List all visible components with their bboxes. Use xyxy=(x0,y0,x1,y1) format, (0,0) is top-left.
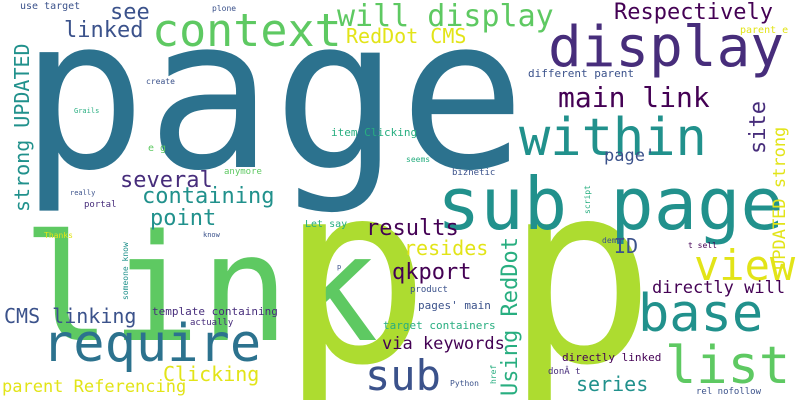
word-different-parent: different parent xyxy=(528,67,634,80)
word-cms-linking: CMS linking xyxy=(4,304,137,328)
word-using-reddot: Using RedDot xyxy=(498,237,523,396)
word-use-target: use target xyxy=(20,1,81,12)
word-within: within xyxy=(519,108,707,168)
word-context: context xyxy=(152,4,342,57)
word-directly-linked: directly linked xyxy=(562,351,662,364)
word-really: really xyxy=(70,189,96,197)
word-main-link: main link xyxy=(558,81,710,114)
word-p-small: p xyxy=(337,263,342,271)
word-series: series xyxy=(576,372,649,396)
word-python: Python xyxy=(450,379,479,388)
word-site: site xyxy=(746,101,771,154)
word-actually: actually xyxy=(190,318,234,328)
word-require: require xyxy=(42,314,262,374)
word-results: results xyxy=(366,216,459,241)
word-page: page xyxy=(20,0,526,217)
word-respectively: Respectively xyxy=(614,0,773,25)
word-create: create xyxy=(146,77,175,86)
word-let-say: Let say xyxy=(305,219,348,230)
word-target-containers: target containers xyxy=(383,319,496,332)
word-p-1: p xyxy=(280,129,431,400)
word-someone-know: someone know xyxy=(121,242,130,300)
word-list: list xyxy=(665,336,791,396)
word-resides: resides xyxy=(404,236,489,260)
word-id: ID xyxy=(614,234,639,258)
word-parent-e: parent e xyxy=(740,25,789,36)
word-seems: seems xyxy=(406,155,431,164)
word-grails: Grails xyxy=(74,107,100,115)
word-script: script xyxy=(583,185,592,214)
word-t-sell: t sell xyxy=(688,241,717,250)
word-rel-nofollow: rel nofollow xyxy=(696,387,762,397)
word-plone: plone xyxy=(212,4,237,13)
word-page-quote: page' xyxy=(604,146,656,166)
word-via-keywords: via keywords xyxy=(382,334,505,354)
word-clicking: Clicking xyxy=(163,362,260,386)
word-product: product xyxy=(410,285,448,295)
word-qkport: qkport xyxy=(392,260,472,285)
word-updated-strong: UPDATED strong xyxy=(770,126,790,270)
word-parent-referencing: parent Referencing xyxy=(2,377,187,397)
word-display: display xyxy=(548,15,785,80)
word-linked: linked xyxy=(64,18,144,43)
word-item-clicking: item Clicking xyxy=(331,126,418,139)
word-pages-main: pages' main xyxy=(418,299,491,312)
word-several: several xyxy=(120,168,213,193)
word-portal: portal xyxy=(84,200,117,210)
word-directly-will: directly will xyxy=(652,278,786,298)
word-sub: sub xyxy=(365,351,441,400)
word-will-display: will display xyxy=(337,0,554,34)
word-point: point xyxy=(150,206,217,231)
word-know: know xyxy=(203,231,220,239)
word-thanks: Thanks xyxy=(44,231,73,240)
word-reddot-cms: RedDot CMS xyxy=(346,24,467,48)
word-p-2: p xyxy=(505,129,656,400)
word-view: view xyxy=(694,241,796,290)
word-containing: containing xyxy=(142,184,275,209)
word-sub-page: sub page xyxy=(437,162,784,246)
word-see: see xyxy=(110,0,150,25)
word-biznetic: biznetic xyxy=(452,168,496,178)
word-strong-updated: strong UPDATED xyxy=(10,43,34,212)
word-template-containing: template containing xyxy=(152,305,278,318)
word-don-t: donÂ t xyxy=(548,367,581,377)
word-anymore: anymore xyxy=(224,167,262,177)
word-e-g: e g xyxy=(148,143,167,154)
word-base: base xyxy=(638,284,764,344)
word-href: href xyxy=(489,364,498,384)
word-demo: demo xyxy=(602,236,622,245)
word-link: link xyxy=(22,203,379,375)
